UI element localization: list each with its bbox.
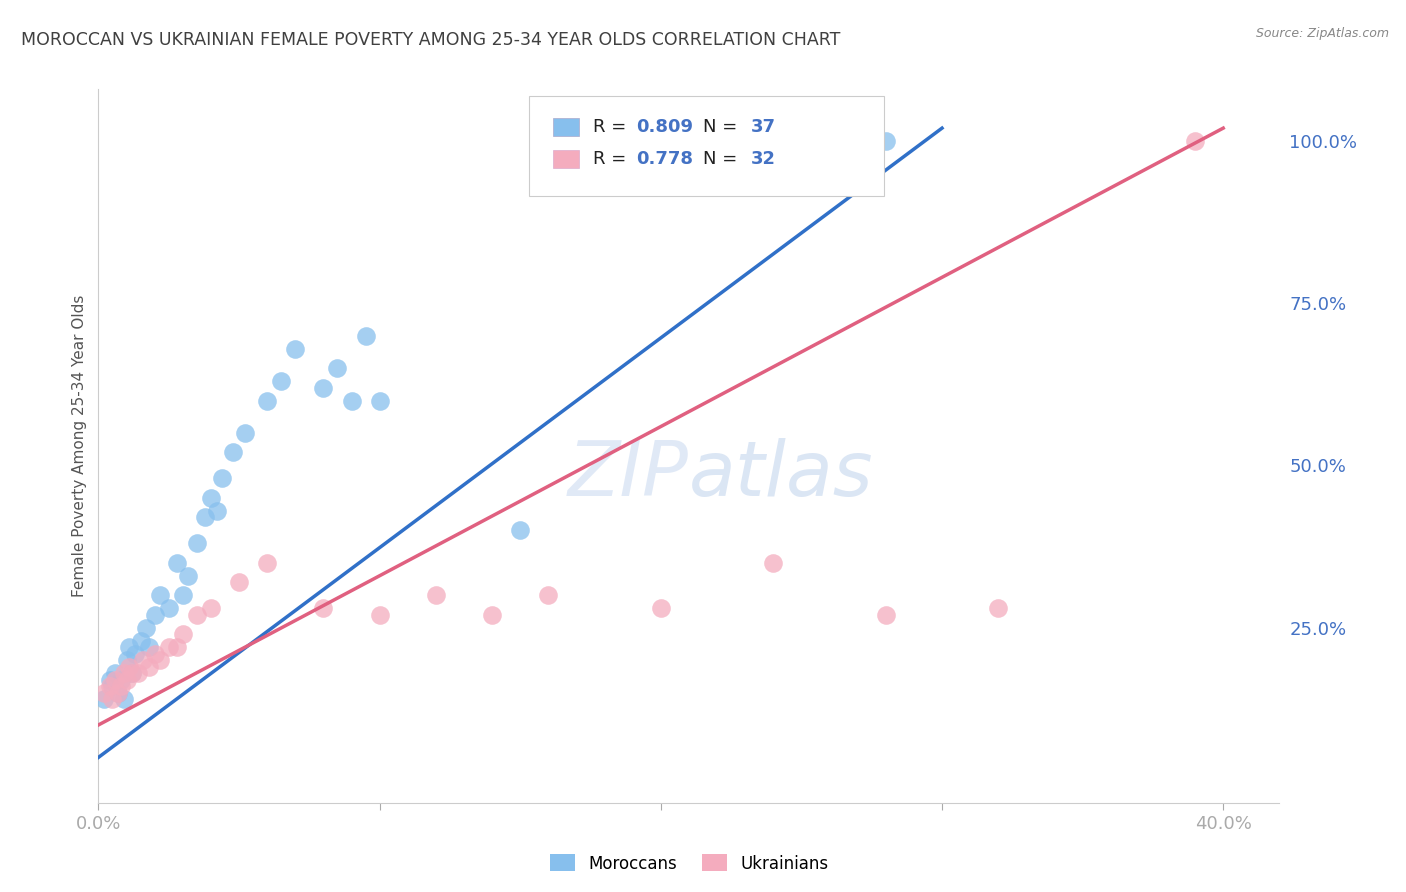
- Point: [368, 607, 391, 622]
- Point: [127, 666, 149, 681]
- Point: [129, 633, 152, 648]
- Point: [121, 666, 143, 681]
- Point: [228, 575, 250, 590]
- Point: [270, 374, 292, 388]
- Point: [1184, 134, 1206, 148]
- Point: [186, 536, 208, 550]
- Point: [256, 556, 278, 570]
- Point: [354, 328, 377, 343]
- Text: 0.809: 0.809: [636, 118, 693, 136]
- Point: [875, 607, 897, 622]
- Point: [115, 673, 138, 687]
- Point: [312, 381, 335, 395]
- Point: [149, 588, 172, 602]
- Point: [118, 659, 141, 673]
- Text: ZIP: ZIP: [568, 438, 689, 511]
- Point: [222, 445, 245, 459]
- Point: [762, 556, 785, 570]
- Point: [98, 679, 121, 693]
- Point: [200, 491, 222, 505]
- Point: [340, 393, 363, 408]
- Text: 32: 32: [751, 150, 775, 168]
- Point: [93, 692, 115, 706]
- Point: [112, 692, 135, 706]
- Point: [104, 666, 127, 681]
- Point: [312, 601, 335, 615]
- Point: [110, 673, 132, 687]
- Point: [112, 666, 135, 681]
- Point: [166, 556, 188, 570]
- Point: [143, 607, 166, 622]
- Point: [121, 666, 143, 681]
- Point: [110, 679, 132, 693]
- Legend: Moroccans, Ukrainians: Moroccans, Ukrainians: [543, 847, 835, 880]
- Text: N =: N =: [703, 150, 744, 168]
- Point: [166, 640, 188, 654]
- Point: [135, 621, 157, 635]
- Point: [233, 425, 256, 440]
- Point: [107, 685, 129, 699]
- Point: [509, 524, 531, 538]
- Point: [205, 504, 228, 518]
- Point: [172, 588, 194, 602]
- Point: [93, 685, 115, 699]
- Point: [537, 588, 560, 602]
- Point: [481, 607, 503, 622]
- Text: R =: R =: [593, 150, 633, 168]
- Point: [987, 601, 1010, 615]
- Point: [425, 588, 447, 602]
- Point: [98, 673, 121, 687]
- Point: [118, 640, 141, 654]
- Point: [101, 692, 124, 706]
- Point: [211, 471, 233, 485]
- Point: [186, 607, 208, 622]
- Point: [124, 647, 146, 661]
- Text: Source: ZipAtlas.com: Source: ZipAtlas.com: [1256, 27, 1389, 40]
- Point: [157, 601, 180, 615]
- Point: [194, 510, 217, 524]
- Text: atlas: atlas: [689, 438, 873, 511]
- Point: [138, 640, 160, 654]
- Text: 37: 37: [751, 118, 775, 136]
- Point: [326, 361, 349, 376]
- Point: [101, 679, 124, 693]
- FancyBboxPatch shape: [553, 151, 579, 168]
- Point: [115, 653, 138, 667]
- Point: [650, 601, 672, 615]
- Point: [138, 659, 160, 673]
- Point: [107, 685, 129, 699]
- Point: [200, 601, 222, 615]
- Point: [143, 647, 166, 661]
- Point: [157, 640, 180, 654]
- Point: [284, 342, 307, 356]
- FancyBboxPatch shape: [553, 119, 579, 136]
- Point: [104, 673, 127, 687]
- Y-axis label: Female Poverty Among 25-34 Year Olds: Female Poverty Among 25-34 Year Olds: [72, 295, 87, 597]
- Point: [132, 653, 155, 667]
- Point: [177, 568, 200, 582]
- Point: [368, 393, 391, 408]
- Text: R =: R =: [593, 118, 633, 136]
- Point: [149, 653, 172, 667]
- Point: [875, 134, 897, 148]
- Point: [172, 627, 194, 641]
- Text: 0.778: 0.778: [636, 150, 693, 168]
- FancyBboxPatch shape: [530, 96, 884, 196]
- Text: N =: N =: [703, 118, 744, 136]
- Text: MOROCCAN VS UKRAINIAN FEMALE POVERTY AMONG 25-34 YEAR OLDS CORRELATION CHART: MOROCCAN VS UKRAINIAN FEMALE POVERTY AMO…: [21, 31, 841, 49]
- Point: [256, 393, 278, 408]
